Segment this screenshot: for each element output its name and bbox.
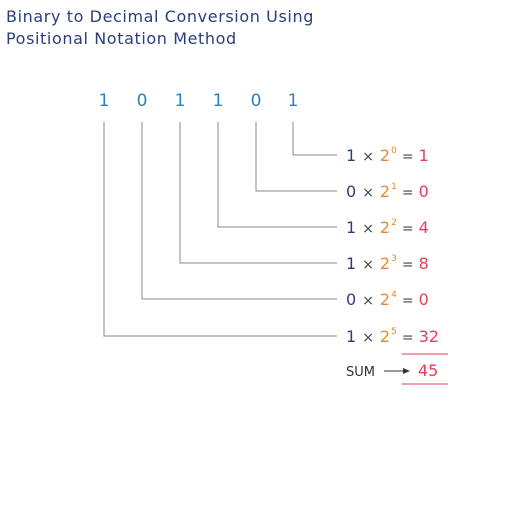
equation-base: 2 (380, 254, 390, 273)
equation-times: × (362, 293, 374, 309)
arrow-right-icon (403, 368, 410, 374)
equation-base: 2 (380, 290, 390, 309)
equation-result: 32 (419, 327, 439, 346)
equation-result: 1 (419, 146, 429, 165)
equation-row: 0 × 24 = 0 (346, 290, 429, 309)
equation-exponent: 5 (391, 327, 397, 337)
connector-line-4 (255, 122, 337, 192)
equation-equals: = (402, 221, 414, 237)
equation-exponent: 3 (391, 254, 397, 264)
equation-equals: = (402, 185, 414, 201)
connector-line-3 (217, 122, 337, 228)
binary-digit-2: 1 (175, 91, 186, 111)
equation-base: 2 (380, 327, 390, 346)
equation-base: 2 (380, 218, 390, 237)
connector-line-0 (103, 122, 337, 337)
binary-digit-0: 1 (99, 91, 110, 111)
binary-digits: 1 0 1 1 0 1 (99, 91, 299, 111)
equation-result: 0 (419, 290, 429, 309)
equation-times: × (362, 330, 374, 346)
equation-bit: 0 (346, 182, 356, 201)
binary-digit-4: 0 (251, 91, 262, 111)
sum-section: SUM 45 (346, 353, 448, 385)
connector-line-2 (179, 122, 337, 264)
equation-row: 1 × 22 = 4 (346, 218, 429, 237)
connector-line-1 (141, 122, 337, 300)
equation-equals: = (402, 330, 414, 346)
sum-value: 45 (418, 361, 438, 380)
equation-times: × (362, 149, 374, 165)
equation-row: 1 × 20 = 1 (346, 146, 429, 165)
equation-times: × (362, 257, 374, 273)
equation-row: 0 × 21 = 0 (346, 182, 429, 201)
equation-result: 4 (419, 218, 429, 237)
equation-exponent: 4 (391, 290, 397, 300)
page-title: Binary to Decimal Conversion Using Posit… (6, 6, 314, 50)
title-line-2: Positional Notation Method (6, 29, 237, 48)
equation-bit: 1 (346, 146, 356, 165)
binary-digit-5: 1 (288, 91, 299, 111)
equation-equals: = (402, 149, 414, 165)
equation-base: 2 (380, 146, 390, 165)
connector-lines (103, 122, 337, 337)
equation-exponent: 0 (391, 146, 397, 156)
equation-bit: 1 (346, 218, 356, 237)
title-line-1: Binary to Decimal Conversion Using (6, 7, 314, 26)
equations: 1 × 20 = 10 × 21 = 01 × 22 = 41 × 23 = 80 × 24 = 01 × 25 = 32 (346, 146, 439, 346)
equation-row: 1 × 23 = 8 (346, 254, 429, 273)
equation-bit: 1 (346, 254, 356, 273)
equation-result: 0 (419, 182, 429, 201)
binary-digit-3: 1 (213, 91, 224, 111)
equation-equals: = (402, 257, 414, 273)
binary-digit-1: 0 (137, 91, 148, 111)
equation-result: 8 (419, 254, 429, 273)
equation-row: 1 × 25 = 32 (346, 327, 439, 346)
equation-bit: 1 (346, 327, 356, 346)
equation-times: × (362, 185, 374, 201)
equation-base: 2 (380, 182, 390, 201)
equation-times: × (362, 221, 374, 237)
equation-equals: = (402, 293, 414, 309)
equation-bit: 0 (346, 290, 356, 309)
equation-exponent: 1 (391, 182, 397, 192)
sum-label: SUM (346, 365, 375, 380)
equation-exponent: 2 (391, 218, 397, 228)
connector-line-5 (292, 122, 337, 156)
